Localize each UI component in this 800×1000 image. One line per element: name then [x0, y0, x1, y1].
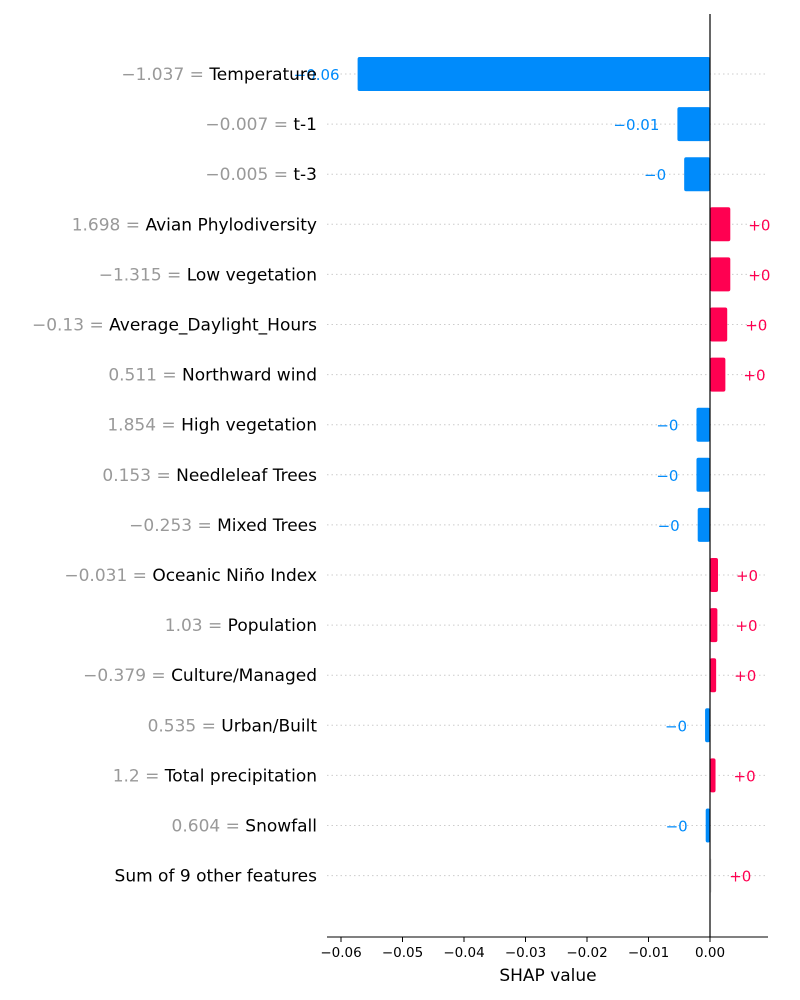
feature-name: Population	[228, 616, 317, 636]
feature-label: 0.511 = Northward wind	[108, 366, 317, 386]
feature-name: Average_Daylight_Hours	[109, 316, 317, 336]
feature-label: 0.535 = Urban/Built	[148, 716, 318, 736]
feature-label: 0.153 = Needleleaf Trees	[102, 466, 317, 486]
x-tick-label: 0.00	[695, 945, 725, 961]
shap-bar	[705, 708, 710, 743]
feature-value: −0.007 =	[205, 115, 293, 135]
feature-value: 0.535 =	[148, 716, 222, 736]
shap-bar	[710, 658, 717, 693]
shap-bar	[357, 57, 710, 91]
shap-bar	[710, 758, 716, 793]
feature-name: Temperature	[208, 65, 317, 85]
bar-value-label: −0	[656, 467, 678, 485]
bar-value-label: −0	[665, 717, 687, 735]
feature-name: Avian Phylodiversity	[145, 215, 317, 235]
shap-bar	[710, 307, 728, 342]
feature-label: −0.379 = Culture/Managed	[83, 666, 317, 686]
feature-name: Northward wind	[182, 366, 317, 386]
x-tick-label: −0.03	[505, 945, 546, 961]
shap-bar	[710, 558, 718, 592]
feature-value: 1.698 =	[72, 215, 146, 235]
feature-labels: −1.037 = Temperature −0.007 = t-1 −0.005 =…	[32, 65, 317, 887]
shap-bar	[710, 357, 726, 392]
bar-value-label: +0	[748, 266, 770, 284]
bar-value-label: −0.06	[294, 66, 340, 84]
feature-label: 1.2 = Total precipitation	[113, 766, 317, 786]
feature-name: Urban/Built	[221, 716, 317, 736]
bar-value-label: +0	[735, 617, 757, 635]
feature-label: −1.315 = Low vegetation	[99, 265, 317, 285]
feature-label: 1.03 = Population	[165, 616, 317, 636]
bar-value-label: −0.01	[613, 116, 659, 134]
x-tick-label: −0.05	[382, 945, 423, 961]
bar-value-label: −0	[666, 818, 688, 836]
feature-label: −0.13 = Average_Daylight_Hours	[32, 316, 317, 336]
feature-label: −1.037 = Temperature	[121, 65, 317, 85]
shap-bar	[710, 207, 731, 242]
feature-value: 0.153 =	[102, 466, 176, 486]
feature-value: 1.03 =	[165, 616, 228, 636]
feature-name: Oceanic Niño Index	[152, 566, 317, 586]
bar-value-label: +0	[748, 216, 770, 234]
x-axis: SHAP value −0.06 −0.05 −0.04 −0.03 −0.02 −0.0…	[320, 936, 768, 986]
feature-value: 1.2 =	[113, 766, 165, 786]
bar-value-label: +0	[743, 367, 765, 385]
feature-value: −1.037 =	[121, 65, 209, 85]
x-tick-label: −0.04	[443, 945, 484, 961]
bar-value-label: +0	[736, 567, 758, 585]
shap-bar	[705, 808, 710, 843]
bar-value-label: −0	[658, 517, 680, 535]
feature-label: −0.031 = Oceanic Niño Index	[64, 566, 317, 586]
feature-value: −0.253 =	[129, 516, 217, 536]
bar-value-label: +0	[745, 317, 767, 335]
feature-label: −0.007 = t-1	[205, 115, 317, 135]
feature-value: −1.315 =	[99, 265, 187, 285]
feature-name: High vegetation	[181, 416, 317, 436]
bar-value-label: +0	[734, 767, 756, 785]
bar-value-label: −0	[644, 166, 666, 184]
feature-label: −0.005 = t-3	[205, 165, 317, 185]
shap-bar	[684, 157, 710, 192]
feature-value: 1.854 =	[107, 416, 181, 436]
x-tick-label: −0.01	[628, 945, 669, 961]
gridlines	[327, 73, 768, 877]
feature-label: 1.698 = Avian Phylodiversity	[72, 215, 317, 235]
feature-name: Low vegetation	[187, 265, 317, 285]
bars: −0.06 −0.01 −0 +0 +0 +0 +0 −0 −0 −0 +0 +0 +0 −0 +0 −0 +0	[294, 57, 770, 893]
feature-name: Sum of 9 other features	[115, 867, 318, 887]
shap-bar	[710, 257, 731, 292]
feature-name: Total precipitation	[164, 766, 317, 786]
feature-label: Sum of 9 other features	[115, 867, 318, 887]
feature-value: −0.031 =	[64, 566, 152, 586]
shap-bar	[697, 507, 710, 542]
feature-label: −0.253 = Mixed Trees	[129, 516, 317, 536]
feature-label: 0.604 = Snowfall	[172, 817, 317, 837]
feature-value: 0.511 =	[108, 366, 182, 386]
bar-value-label: +0	[734, 667, 756, 685]
shap-bar	[696, 407, 710, 442]
shap-bar	[696, 457, 710, 492]
feature-name: t-1	[293, 115, 317, 135]
shap-bar	[710, 608, 718, 643]
feature-value: −0.13 =	[32, 316, 109, 336]
shap-bar	[677, 107, 710, 142]
x-tick-label: −0.02	[566, 945, 607, 961]
feature-name: Culture/Managed	[171, 666, 317, 686]
x-tick-label: −0.06	[320, 945, 361, 961]
feature-value: −0.005 =	[205, 165, 293, 185]
x-axis-label: SHAP value	[499, 966, 596, 986]
feature-name: t-3	[293, 165, 317, 185]
feature-name: Needleleaf Trees	[176, 466, 317, 486]
feature-value: 0.604 =	[172, 817, 246, 837]
bar-value-label: −0	[656, 417, 678, 435]
bar-value-label: +0	[729, 868, 751, 886]
feature-label: 1.854 = High vegetation	[107, 416, 317, 436]
feature-name: Snowfall	[245, 817, 317, 837]
feature-value: −0.379 =	[83, 666, 171, 686]
feature-name: Mixed Trees	[217, 516, 317, 536]
